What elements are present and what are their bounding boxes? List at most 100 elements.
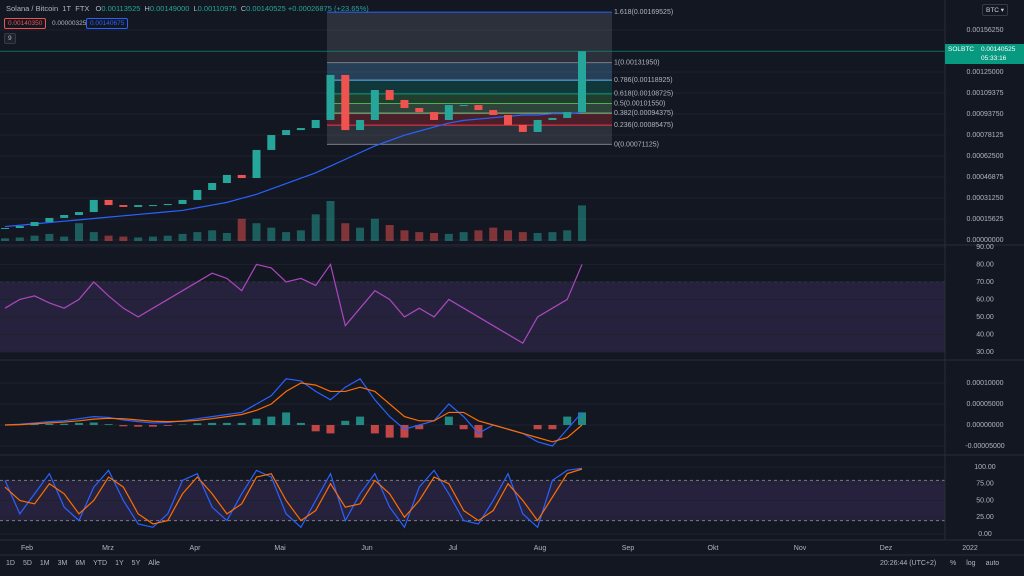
- candle-body: [178, 199, 187, 204]
- candle-body: [518, 124, 527, 132]
- volume-bar: [45, 233, 54, 241]
- candle-body: [104, 199, 113, 206]
- candle-body: [15, 226, 24, 228]
- volume-bar: [1, 238, 9, 241]
- range-button[interactable]: 1Y: [115, 560, 124, 567]
- histogram-bar: [474, 425, 483, 438]
- fib-label: 1.618(0.00169525): [614, 9, 673, 16]
- range-button[interactable]: 1M: [39, 560, 50, 567]
- volume-bar: [548, 232, 557, 241]
- candle-body: [489, 110, 498, 116]
- scale-options: % log auto: [950, 560, 1009, 567]
- histogram-bar: [370, 425, 379, 434]
- scale-option[interactable]: log: [966, 560, 976, 567]
- x-tick-label: Mai: [274, 545, 286, 552]
- x-tick-label: Jul: [449, 545, 458, 552]
- indicator-line: [4, 467, 583, 529]
- candle-body: [444, 105, 453, 120]
- y-tick-label: 0.00031250: [967, 195, 1004, 202]
- volume-bar: [370, 218, 379, 241]
- histogram-bar: [134, 425, 143, 427]
- histogram-bar: [578, 412, 586, 426]
- candle-body: [356, 119, 365, 131]
- bid[interactable]: 0.00140350: [4, 18, 47, 29]
- histogram-bar: [326, 425, 335, 434]
- volume-bar: [134, 237, 143, 241]
- candle-body: [208, 183, 217, 191]
- candle-body: [474, 105, 483, 111]
- y-tick-label: 70.00: [976, 279, 994, 286]
- y-tick-label: 25.00: [976, 514, 994, 521]
- volume-bar: [119, 236, 128, 241]
- fib-zone: [327, 80, 612, 94]
- histogram-bar: [267, 416, 276, 426]
- y-tick-label: 30.00: [976, 349, 994, 356]
- range-button[interactable]: Alle: [148, 560, 160, 567]
- histogram-bar: [30, 424, 39, 426]
- histogram-bar: [193, 423, 202, 426]
- range-button[interactable]: 1D: [6, 560, 15, 567]
- candle-body: [193, 190, 202, 200]
- y-tick-label: 0.00005000: [967, 401, 1004, 408]
- y-tick-label: 0.00156250: [967, 27, 1004, 34]
- histogram-bar: [341, 420, 350, 426]
- ohlc-key: L: [193, 4, 198, 13]
- y-tick-label: 100.00: [974, 464, 996, 471]
- y-tick-label: 0.00078125: [967, 132, 1004, 139]
- candle-body: [74, 212, 83, 216]
- moving-average: [4, 111, 583, 228]
- histogram-bar: [296, 422, 305, 426]
- fib-label: 0.5(0.00101550): [614, 100, 665, 107]
- fib-zone: [327, 62, 612, 81]
- range-button[interactable]: YTD: [93, 560, 108, 567]
- histogram-bar: [60, 423, 69, 426]
- histogram-bar: [74, 422, 83, 426]
- candle-body: [134, 205, 143, 207]
- range-button[interactable]: 3M: [57, 560, 68, 567]
- indicator-line: [4, 468, 583, 525]
- candle-body: [385, 90, 394, 100]
- range-button[interactable]: 5D: [22, 560, 32, 567]
- volume-bar: [178, 233, 187, 241]
- fib-label: 0.618(0.00108725): [614, 91, 673, 98]
- x-tick-label: Aug: [534, 545, 547, 552]
- volume-bar: [341, 223, 350, 241]
- range-button[interactable]: 6M: [75, 560, 86, 567]
- x-tick-label: Feb: [21, 545, 33, 552]
- range-button[interactable]: 5Y: [131, 560, 141, 567]
- x-tick-label: Mrz: [102, 545, 114, 552]
- volume-bar: [60, 236, 69, 241]
- volume-bar: [430, 233, 439, 241]
- candle-body: [341, 74, 350, 131]
- x-tick-label: Dez: [880, 545, 893, 552]
- fib-zone: [327, 12, 612, 63]
- volume-bar: [282, 232, 291, 241]
- histogram-bar: [222, 422, 231, 426]
- volume-bar: [444, 233, 453, 241]
- histogram-bar: [148, 425, 157, 427]
- volume-bar: [474, 230, 483, 241]
- scale-option[interactable]: auto: [985, 560, 1000, 567]
- candle-body: [400, 99, 409, 109]
- volume-bar: [326, 201, 335, 241]
- indicator-line: [4, 263, 583, 345]
- candle-body: [459, 105, 468, 107]
- currency-menu[interactable]: BTC ▾: [982, 4, 1009, 16]
- y-tick-label: 0.00010000: [967, 380, 1004, 387]
- histogram-bar: [563, 416, 572, 426]
- fib-label: 0.382(0.00094375): [614, 110, 673, 117]
- indicator-toggle[interactable]: 9: [4, 33, 16, 44]
- ask[interactable]: 0.00140675: [86, 18, 129, 29]
- y-tick-label: -0.00005000: [965, 443, 1004, 450]
- exchange: FTX: [75, 4, 90, 13]
- fib-zone: [327, 103, 612, 114]
- candle-body: [163, 203, 172, 206]
- y-tick-label: 0.00109375: [967, 90, 1004, 97]
- y-tick-label: 75.00: [976, 481, 994, 488]
- y-tick-label: 60.00: [976, 296, 994, 303]
- volume-bar: [222, 233, 231, 241]
- scale-option[interactable]: %: [950, 560, 957, 567]
- histogram-bar: [311, 425, 320, 432]
- x-tick-label: Sep: [622, 545, 635, 552]
